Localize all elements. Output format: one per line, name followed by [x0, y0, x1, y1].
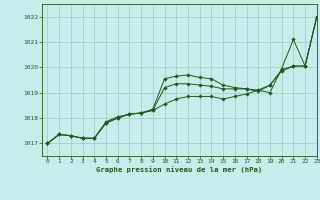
- X-axis label: Graphe pression niveau de la mer (hPa): Graphe pression niveau de la mer (hPa): [96, 167, 262, 173]
